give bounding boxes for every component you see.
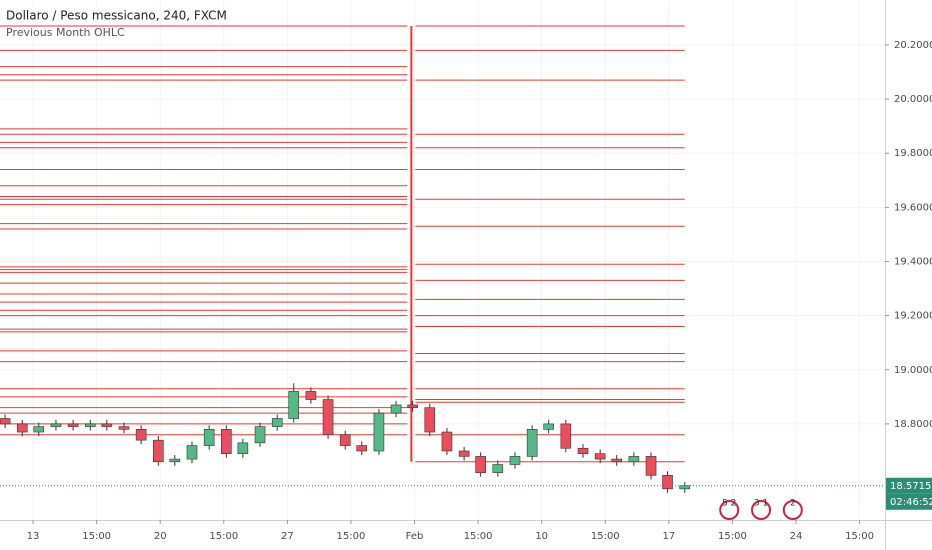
- indicator-name: Previous Month OHLC: [6, 26, 125, 39]
- candle-body: [221, 429, 232, 454]
- candle-body: [186, 445, 198, 460]
- candle-body: [628, 456, 640, 463]
- candle-body: [16, 423, 28, 433]
- candle-body: [458, 450, 470, 457]
- x-tick-label: 15:00: [591, 531, 620, 542]
- candle-body: [322, 399, 334, 436]
- candle-body: [407, 404, 418, 408]
- x-tick-label: 10: [535, 531, 548, 542]
- candle-body: [543, 423, 554, 430]
- x-tick-label: 15:00: [718, 531, 747, 542]
- x-tick-label: 13: [27, 531, 40, 542]
- countdown-label: 02:46:52: [890, 497, 932, 508]
- candle-body: [288, 391, 300, 419]
- candle-body: [118, 426, 130, 430]
- candle-body: [339, 434, 351, 446]
- candle-body: [611, 458, 623, 463]
- candle-body: [67, 423, 79, 427]
- event-label: 3 1: [754, 499, 768, 509]
- x-tick-label: 15:00: [845, 531, 874, 542]
- candle-body: [356, 445, 368, 452]
- event-label: 2: [790, 499, 796, 509]
- candle-body: [509, 456, 521, 465]
- candle-body: [526, 429, 538, 457]
- candle-body: [492, 464, 504, 473]
- x-tick-label: 27: [281, 531, 294, 542]
- candle-body: [577, 447, 589, 454]
- candle-body: [390, 404, 402, 414]
- y-tick-label: 20.00000: [894, 94, 932, 105]
- y-tick-label: 19.40000: [894, 256, 932, 267]
- chart-title: Dollaro / Peso messicano, 240, FXCM: [6, 9, 227, 23]
- candle-body: [373, 412, 385, 452]
- candle-body: [0, 418, 11, 425]
- event-icon: [782, 500, 803, 520]
- candle-body: [662, 475, 673, 490]
- y-tick-label: 19.20000: [894, 311, 932, 322]
- event-label: 5 2: [722, 499, 736, 509]
- candle-body: [424, 407, 436, 433]
- candle-body: [153, 439, 164, 463]
- candle-body: [594, 453, 606, 460]
- x-tick-label: 15:00: [209, 531, 238, 542]
- x-tick-label: 15:00: [337, 531, 366, 542]
- last-price-badge: [886, 477, 932, 494]
- x-tick-label: 15:00: [82, 531, 111, 542]
- candle-body: [169, 458, 181, 463]
- candle-body: [305, 391, 317, 400]
- y-tick-label: 20.20000: [894, 40, 932, 51]
- x-tick-label: 20: [154, 531, 167, 542]
- candle-body: [475, 456, 486, 473]
- event-icon: [719, 500, 740, 520]
- candle-body: [254, 426, 266, 444]
- x-tick-label: 15:00: [464, 531, 493, 542]
- event-icon: [751, 500, 772, 520]
- y-tick-label: 19.80000: [894, 148, 932, 159]
- y-tick-label: 18.80000: [894, 419, 932, 430]
- candle-body: [203, 429, 215, 446]
- x-tick-label: Feb: [406, 531, 424, 542]
- candle-body: [237, 442, 249, 454]
- x-tick-label: 24: [790, 531, 803, 542]
- x-tick-label: 17: [662, 531, 675, 542]
- candle-body: [271, 418, 283, 427]
- candle-body: [135, 429, 147, 441]
- candle-body: [645, 456, 657, 476]
- candle-body: [50, 423, 62, 427]
- countdown-badge: [886, 493, 932, 510]
- candle-body: [560, 423, 572, 449]
- candle-body: [101, 423, 113, 427]
- candle-body: [441, 431, 453, 452]
- y-tick-label: 19.00000: [894, 365, 932, 376]
- candle-body: [33, 426, 45, 433]
- y-tick-label: 19.60000: [894, 202, 932, 213]
- candle-body: [84, 423, 96, 427]
